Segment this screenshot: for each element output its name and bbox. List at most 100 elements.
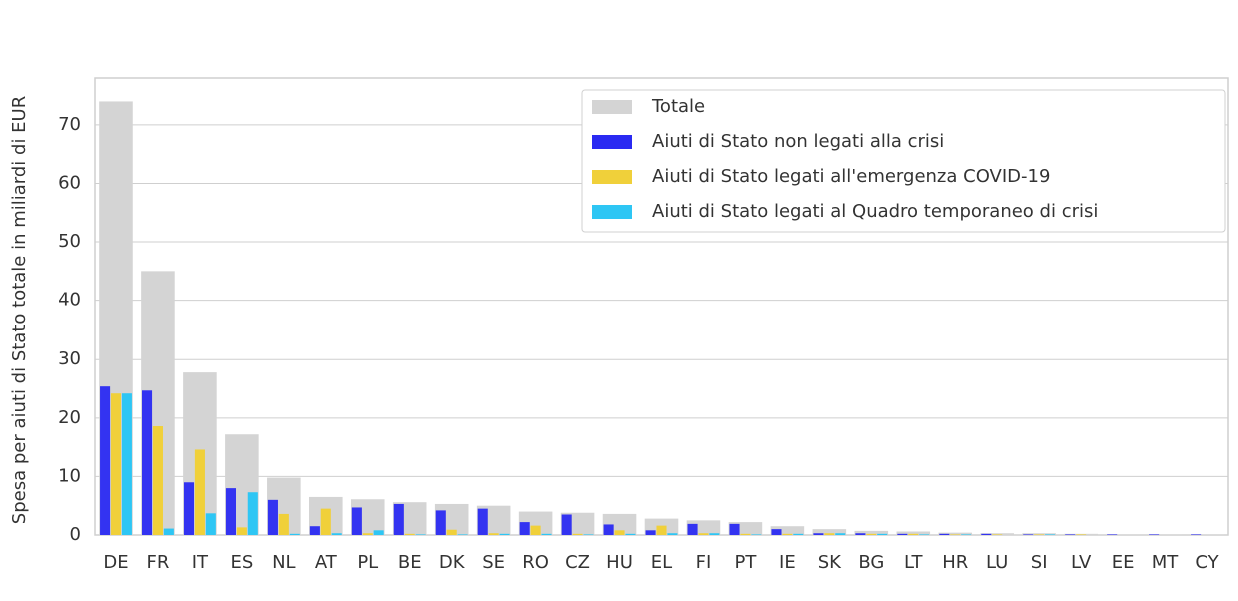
- bar: [908, 533, 919, 535]
- bar: [561, 514, 572, 535]
- bar: [687, 523, 698, 535]
- bar: [950, 534, 961, 535]
- y-tick-label: 30: [58, 348, 81, 369]
- bar: [289, 533, 300, 535]
- bar: [824, 533, 835, 535]
- bar: [267, 499, 278, 535]
- x-tick-label: FR: [147, 552, 170, 573]
- bar: [530, 525, 541, 535]
- bar: [519, 522, 530, 535]
- x-tick-label: RO: [522, 552, 549, 573]
- x-tick-label: EE: [1112, 552, 1135, 573]
- x-tick-label: CY: [1195, 552, 1219, 573]
- y-tick-label: 70: [58, 114, 81, 135]
- bar: [877, 533, 888, 535]
- y-axis-label: Spesa per aiuti di Stato totale in milia…: [9, 96, 30, 524]
- bar: [1023, 534, 1034, 535]
- bar: [205, 513, 216, 535]
- x-tick-label: HR: [942, 552, 968, 573]
- bar: [835, 533, 846, 535]
- legend-label: Aiuti di Stato non legati alla crisi: [652, 131, 944, 152]
- total-bar: [1148, 534, 1182, 535]
- y-tick-label: 10: [58, 465, 81, 486]
- bar: [981, 533, 992, 535]
- bar: [729, 523, 740, 535]
- x-tick-label: EL: [651, 552, 672, 573]
- total-bar: [770, 526, 805, 535]
- bar: [446, 529, 457, 535]
- bar: [603, 524, 614, 535]
- bar: [740, 533, 751, 535]
- x-tick-label: FI: [696, 552, 712, 573]
- bar: [1045, 534, 1056, 535]
- y-tick-label: 50: [58, 231, 81, 252]
- x-tick-label: PT: [734, 552, 757, 573]
- bar: [992, 534, 1003, 535]
- legend-swatch: [592, 170, 632, 184]
- bar: [362, 533, 373, 535]
- x-tick-label: NL: [272, 552, 296, 573]
- bar: [247, 492, 258, 535]
- bar: [1034, 534, 1045, 535]
- x-tick-label: LT: [904, 552, 924, 573]
- total-bar: [812, 529, 847, 535]
- bar: [141, 390, 153, 535]
- bar: [1107, 534, 1118, 535]
- x-tick-label: AT: [315, 552, 338, 573]
- bar: [1076, 534, 1087, 535]
- x-tick-label: SI: [1031, 552, 1048, 573]
- bar: [351, 507, 362, 535]
- x-tick-label: SE: [482, 552, 505, 573]
- y-tick-label: 40: [58, 290, 81, 311]
- bar: [236, 527, 247, 535]
- bar: [667, 533, 678, 535]
- bar: [771, 529, 782, 535]
- bar: [897, 533, 908, 535]
- total-bar: [854, 530, 889, 535]
- legend-label: Totale: [651, 96, 705, 117]
- bar: [488, 533, 499, 535]
- bar: [961, 534, 972, 535]
- bar: [415, 534, 426, 535]
- x-tick-label: BG: [858, 552, 884, 573]
- x-tick-label: HU: [606, 552, 633, 573]
- y-tick-label: 0: [70, 524, 81, 545]
- x-tick-label: CZ: [565, 552, 590, 573]
- legend-label: Aiuti di Stato legati al Quadro temporan…: [652, 201, 1098, 222]
- legend-box: [581, 89, 1226, 233]
- bar: [100, 386, 111, 535]
- bar: [698, 533, 709, 535]
- total-bar: [938, 532, 973, 535]
- bar: [331, 533, 342, 535]
- bar: [393, 503, 404, 535]
- x-tick-label: MT: [1152, 552, 1180, 573]
- bar: [194, 449, 205, 535]
- x-tick-label: ES: [230, 552, 253, 573]
- bar: [751, 534, 762, 535]
- total-bar: [1064, 533, 1098, 535]
- legend-swatch: [592, 135, 632, 149]
- bar: [709, 533, 720, 535]
- x-tick-label: DE: [103, 552, 128, 573]
- x-tick-label: LV: [1071, 552, 1092, 573]
- total-bar: [980, 533, 1014, 535]
- bar: [793, 533, 804, 535]
- x-tick-label: BE: [398, 552, 422, 573]
- bar: [939, 533, 950, 535]
- bar: [309, 526, 320, 535]
- x-tick-label: IE: [779, 552, 796, 573]
- legend-label: Aiuti di Stato legati all'emergenza COVI…: [652, 166, 1050, 187]
- legend-swatch: [592, 100, 632, 114]
- bar: [1149, 534, 1160, 535]
- bar: [1065, 534, 1076, 535]
- bar: [183, 482, 195, 535]
- bar: [163, 528, 174, 535]
- bar: [278, 513, 289, 535]
- total-bar: [896, 531, 931, 535]
- bar: [813, 533, 824, 535]
- bar: [541, 533, 552, 535]
- bar: [152, 426, 163, 535]
- x-tick-label: DK: [439, 552, 466, 573]
- total-bar: [1022, 533, 1056, 535]
- bar: [919, 534, 930, 535]
